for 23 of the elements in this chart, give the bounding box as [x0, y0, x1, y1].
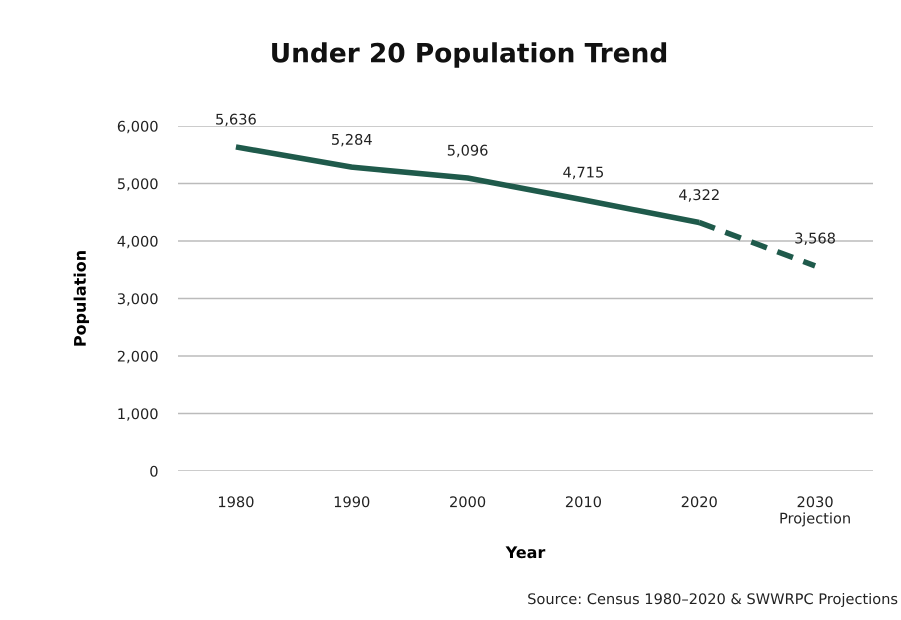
y-tick-label: 1,000 [118, 408, 158, 421]
y-tick-label: 4,000 [118, 236, 158, 248]
x-tick-label: 2010 [566, 496, 602, 508]
data-label: 3,568 [795, 232, 835, 246]
source-note: Source: Census 1980–2020 & SWWRPC Projections [528, 592, 898, 608]
x-tick-label: 2020 [682, 496, 717, 508]
data-label: 5,636 [216, 114, 256, 126]
data-label: 4,322 [679, 189, 719, 202]
y-tick-label: 6,000 [118, 120, 158, 134]
x-tick-label: 2000 [450, 496, 486, 508]
data-label: 5,284 [332, 134, 372, 146]
chart-title: Under 20 Population Trend [272, 42, 666, 68]
y-axis-title: Population [74, 251, 90, 346]
y-tick-label: 2,000 [118, 350, 158, 364]
x-tick-label: 1990 [334, 496, 370, 508]
x-axis-title: Year [506, 546, 546, 558]
y-tick-label: 0 [150, 466, 158, 477]
x-tick-label: 1980 [218, 496, 254, 508]
y-tick-label: 3,000 [118, 293, 158, 306]
data-label: 4,715 [563, 166, 604, 180]
y-tick-label: 5,000 [118, 178, 158, 191]
data-label: 5,096 [448, 144, 488, 158]
x-tick-label: 2030 Projection [780, 496, 850, 526]
